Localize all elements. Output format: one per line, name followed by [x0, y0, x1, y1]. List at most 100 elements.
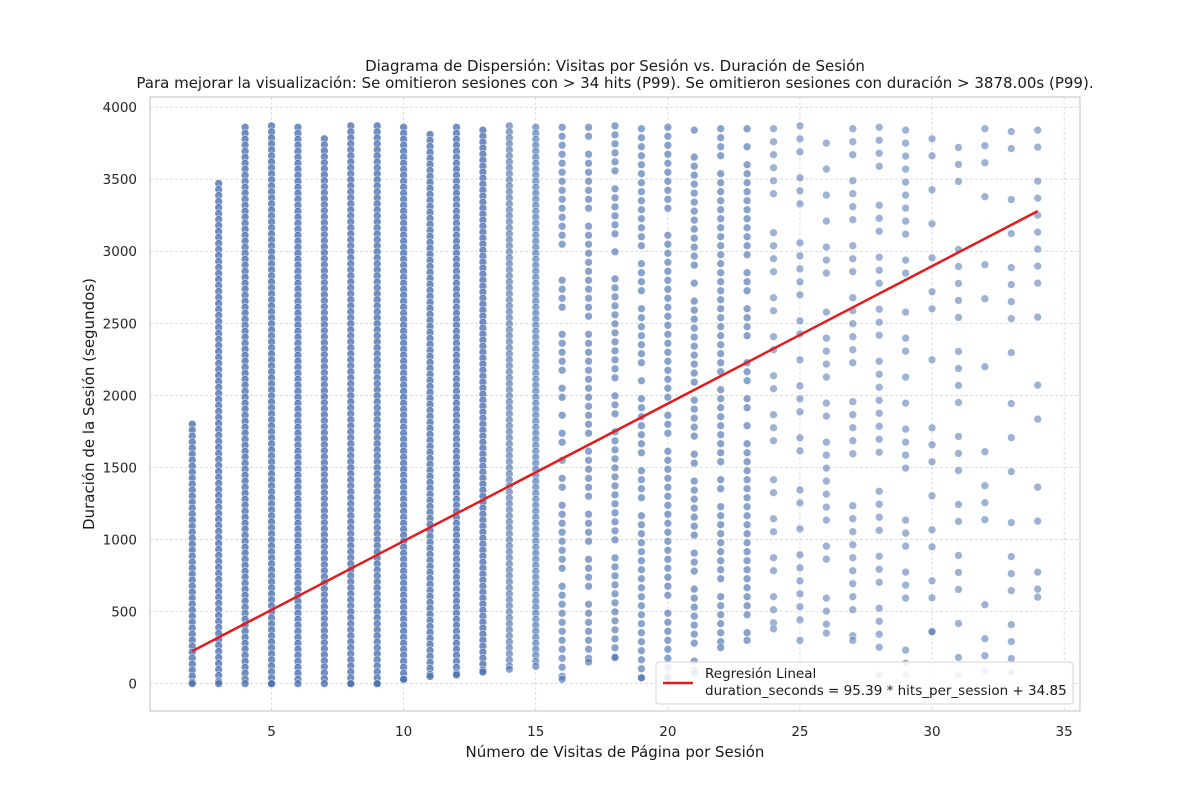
- data-point: [584, 177, 593, 186]
- data-point: [690, 459, 699, 468]
- data-point: [610, 490, 620, 499]
- data-point: [875, 318, 884, 327]
- data-point: [795, 550, 805, 559]
- data-point: [716, 601, 725, 610]
- data-point: [610, 220, 620, 229]
- data-point: [558, 483, 567, 492]
- data-point: [954, 568, 963, 577]
- data-point: [690, 621, 699, 630]
- data-point: [690, 369, 699, 378]
- data-point: [610, 355, 620, 364]
- data-point: [742, 547, 752, 556]
- data-point: [610, 445, 620, 454]
- data-point: [954, 296, 963, 305]
- data-point: [822, 593, 831, 603]
- data-point: [637, 646, 646, 655]
- data-point: [1033, 245, 1042, 254]
- data-point: [716, 457, 725, 466]
- data-point: [690, 153, 699, 162]
- data-point: [795, 433, 805, 442]
- data-point: [901, 152, 910, 161]
- data-point: [584, 249, 593, 258]
- data-point: [822, 307, 831, 317]
- data-point: [558, 654, 567, 663]
- data-point: [637, 637, 646, 646]
- data-point: [901, 334, 910, 343]
- data-point: [927, 423, 937, 432]
- data-point: [690, 333, 699, 342]
- data-point: [690, 198, 699, 207]
- data-point: [716, 151, 725, 160]
- data-point: [610, 634, 620, 643]
- data-point: [584, 609, 593, 618]
- data-point: [769, 306, 778, 315]
- data-point: [795, 186, 805, 195]
- data-point: [769, 410, 778, 419]
- data-point: [584, 375, 593, 384]
- data-point: [663, 555, 672, 564]
- data-point: [637, 133, 646, 142]
- data-point: [584, 186, 593, 195]
- data-point: [240, 679, 250, 688]
- data-point: [610, 409, 620, 418]
- data-point: [610, 643, 620, 652]
- data-point: [848, 566, 857, 575]
- data-point: [848, 527, 857, 536]
- data-point: [637, 520, 646, 529]
- data-point: [663, 366, 672, 375]
- x-tick-label: 30: [923, 724, 940, 740]
- data-point: [927, 542, 937, 551]
- data-point: [663, 393, 672, 402]
- data-point: [901, 425, 910, 434]
- data-point: [690, 396, 699, 405]
- data-point: [558, 303, 567, 312]
- data-point: [795, 589, 805, 598]
- data-point: [822, 463, 831, 473]
- y-tick-label: 3000: [103, 244, 137, 260]
- data-point: [848, 293, 857, 302]
- data-point: [716, 592, 725, 601]
- data-point: [769, 553, 778, 562]
- data-point: [927, 576, 937, 585]
- data-point: [927, 491, 937, 500]
- data-point: [584, 618, 593, 627]
- data-point: [795, 563, 805, 572]
- data-point: [927, 287, 937, 296]
- data-point: [584, 258, 593, 267]
- data-point: [822, 629, 831, 638]
- data-point: [742, 421, 752, 430]
- data-point: [558, 204, 567, 213]
- data-point: [346, 679, 355, 688]
- data-point: [637, 241, 646, 250]
- data-point: [584, 294, 593, 303]
- data-point: [742, 178, 752, 187]
- data-point: [558, 546, 567, 555]
- data-point: [875, 279, 884, 288]
- data-point: [742, 286, 752, 295]
- data-point: [663, 249, 672, 258]
- data-point: [742, 601, 752, 610]
- data-point: [637, 619, 646, 628]
- data-point: [505, 665, 514, 674]
- data-point: [875, 435, 884, 444]
- data-point: [742, 205, 752, 214]
- data-point: [822, 190, 831, 200]
- data-point: [690, 423, 699, 432]
- y-tick-label: 2500: [103, 316, 137, 332]
- data-point: [795, 615, 805, 624]
- data-point: [663, 546, 672, 555]
- data-point: [716, 565, 725, 574]
- data-point: [742, 466, 752, 475]
- data-point: [690, 531, 699, 540]
- data-point: [637, 583, 646, 592]
- data-point: [610, 364, 620, 373]
- data-point: [637, 304, 646, 313]
- data-point: [954, 143, 963, 152]
- data-point: [875, 630, 884, 639]
- data-point: [875, 448, 884, 457]
- data-point: [663, 168, 672, 177]
- data-point: [690, 558, 699, 567]
- data-point: [663, 204, 672, 213]
- data-point: [769, 293, 778, 302]
- data-point: [637, 475, 646, 484]
